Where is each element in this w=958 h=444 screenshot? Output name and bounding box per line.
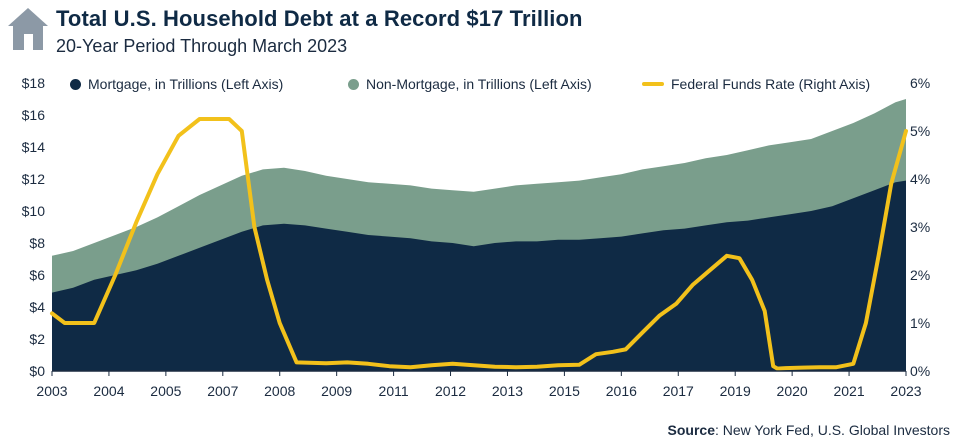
x-tick-label: 2003 xyxy=(36,383,67,399)
x-tick-label: 2019 xyxy=(720,383,751,399)
house-icon xyxy=(8,8,48,50)
y-left-tick-label: $2 xyxy=(29,331,45,347)
x-tick-label: 2023 xyxy=(890,383,921,399)
legend-swatch-non-mortgage xyxy=(348,78,359,90)
x-tick-label: 2020 xyxy=(777,383,808,399)
x-tick-label: 2008 xyxy=(264,383,295,399)
x-tick-label: 2004 xyxy=(93,383,124,399)
y-left-tick-label: $16 xyxy=(22,107,46,123)
y-left-tick-label: $18 xyxy=(22,75,46,91)
y-left-tick-label: $0 xyxy=(29,363,45,379)
y-left-tick-label: $8 xyxy=(29,235,45,251)
x-tick-label: 2016 xyxy=(606,383,637,399)
y-left-tick-label: $10 xyxy=(22,203,46,219)
y-right-tick-label: 0% xyxy=(910,363,930,379)
y-right-tick-label: 4% xyxy=(910,171,930,187)
source-text: : New York Fed, U.S. Global Investors xyxy=(715,422,950,438)
x-tick-label: 2013 xyxy=(492,383,523,399)
x-tick-label: 2017 xyxy=(663,383,694,399)
y-right-tick-label: 3% xyxy=(910,219,930,235)
chart-subtitle: 20-Year Period Through March 2023 xyxy=(56,36,348,56)
legend-swatch-fed-funds xyxy=(642,82,664,86)
x-tick-label: 2021 xyxy=(833,383,864,399)
legend-item-non-mortgage: Non-Mortgage, in Trillions (Left Axis) xyxy=(348,76,592,92)
y-right-tick-label: 1% xyxy=(910,315,930,331)
legend-swatch-mortgage xyxy=(70,78,81,90)
y-left-tick-label: $6 xyxy=(29,267,45,283)
legend-label-fed-funds: Federal Funds Rate (Right Axis) xyxy=(671,76,871,92)
y-right-tick-label: 6% xyxy=(910,75,930,91)
x-tick-label: 2011 xyxy=(379,383,409,399)
legend-item-mortgage: Mortgage, in Trillions (Left Axis) xyxy=(70,76,283,92)
legend-label-non-mortgage: Non-Mortgage, in Trillions (Left Axis) xyxy=(366,76,592,92)
y-left-tick-label: $12 xyxy=(22,171,46,187)
mortgage-area xyxy=(52,180,906,371)
source-note: Source: New York Fed, U.S. Global Invest… xyxy=(668,422,950,438)
y-right-tick-label: 2% xyxy=(910,267,930,283)
chart-title: Total U.S. Household Debt at a Record $1… xyxy=(56,6,583,31)
chart-legend: Mortgage, in Trillions (Left Axis) Non-M… xyxy=(70,76,958,98)
y-left-tick-label: $14 xyxy=(22,139,46,155)
y-right-tick-label: 5% xyxy=(910,123,930,139)
legend-label-mortgage: Mortgage, in Trillions (Left Axis) xyxy=(88,76,284,92)
chart-header: Total U.S. Household Debt at a Record $1… xyxy=(0,0,958,64)
fed-funds-line xyxy=(50,117,908,371)
y-left-tick-label: $4 xyxy=(29,299,45,315)
x-tick-label: 2015 xyxy=(549,383,580,399)
x-tick-label: 2005 xyxy=(150,383,181,399)
source-label: Source xyxy=(667,422,715,438)
x-tick-label: 2007 xyxy=(207,383,238,399)
legend-item-fed-funds: Federal Funds Rate (Right Axis) xyxy=(642,76,870,92)
x-tick-label: 2012 xyxy=(435,383,466,399)
x-tick-label: 2009 xyxy=(321,383,352,399)
